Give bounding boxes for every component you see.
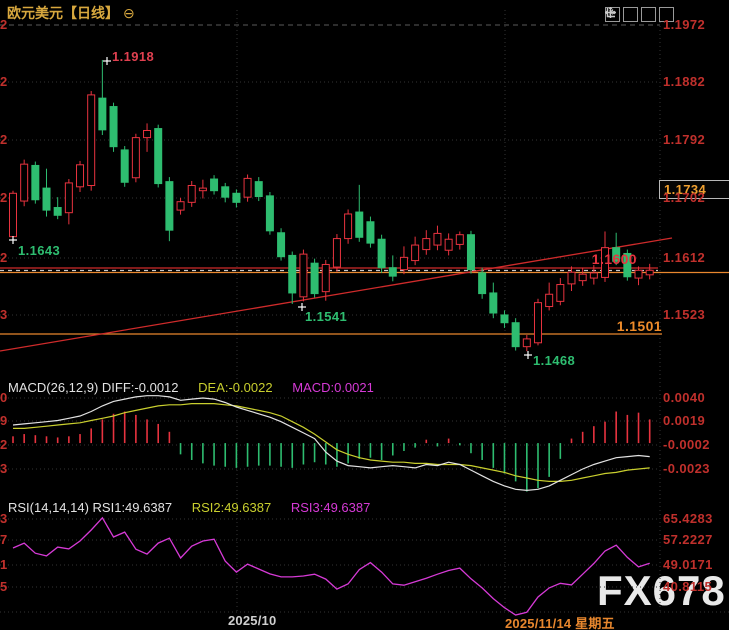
macd-dea-value: DEA:-0.0022 [198,380,273,395]
axis-shift-icon[interactable] [606,7,674,22]
left-axis-digit: 3 [0,511,8,526]
swing-low-annotation: 1.1643 [18,243,61,258]
axis-zoom-icon[interactable] [606,7,638,22]
left-axis-digit: 0 [0,390,8,405]
left-axis-digit: 9 [0,413,8,428]
macd-diff-value: MACD(26,12,9) DIFF:-0.0012 [8,380,179,395]
hline-label-1-1501[interactable]: 1.1501 [616,318,662,334]
left-axis-digit: 7 [0,532,8,547]
rsi-axis-label: 49.0171 [663,557,713,572]
time-axis-label-current: 2025/11/14 星期五 [505,616,615,630]
rsi2-value: RSI2:49.6387 [191,500,272,515]
left-axis-digit: 2 [0,74,8,89]
rsi-header: RSI(14,14,14) RSI1:49.6387 RSI2:49.6387 … [8,500,386,515]
swing-low-annotation: 1.1468 [533,353,576,368]
chart-toolbar [605,7,674,22]
left-axis-digit: 2 [0,250,8,265]
left-axis-digit: 3 [0,461,8,476]
rsi1-value: RSI(14,14,14) RSI1:49.6387 [8,500,173,515]
rsi-axis-label: 40.8115 [663,579,713,594]
left-axis-digit: 5 [0,579,8,594]
fx678-watermark: FX678 [597,567,726,614]
rsi3-value: RSI3:49.6387 [290,500,371,515]
macd-hist-value: MACD:0.0021 [292,380,374,395]
left-axis-digit: 2 [0,190,8,205]
price-axis-label: 1.1702 [663,190,706,205]
price-axis-label: 1.1523 [663,307,706,322]
time-axis-label: 2025/10 [228,613,277,628]
price-axis-label: 1.1612 [663,250,706,265]
price-axis-label: 1.1972 [663,17,706,32]
price-axis-label: 1.1882 [663,74,706,89]
macd-header: MACD(26,12,9) DIFF:-0.0012 DEA:-0.0022 M… [8,380,390,395]
hline-label-1-1600[interactable]: 1.1600 [591,251,637,267]
price-axis-label: 1.1792 [663,132,706,147]
macd-axis-label: 0.0040 [663,390,706,405]
rsi-axis-label: 65.4283 [663,511,713,526]
swing-high-annotation: 1.1918 [112,49,155,64]
instrument-title-text: 欧元美元【日线】 [7,5,119,21]
macd-axis-label: -0.0023 [663,461,710,476]
highlight-price-label: 1.1734 [659,180,729,199]
left-axis-digit: 1 [0,557,8,572]
collapse-icon[interactable]: ⊖ [123,5,135,21]
left-axis-digit: 3 [0,307,8,322]
left-axis-digit: 2 [0,17,8,32]
instrument-title: 欧元美元【日线】 ⊖ [7,3,135,23]
left-axis-digit: 2 [0,132,8,147]
macd-axis-label: 0.0019 [663,413,706,428]
macd-axis-label: -0.0002 [663,437,710,452]
swing-low-annotation: 1.1541 [305,309,348,324]
axis-play-icon[interactable] [606,7,656,22]
left-axis-digit: 2 [0,437,8,452]
rsi-axis-label: 57.2227 [663,532,713,547]
